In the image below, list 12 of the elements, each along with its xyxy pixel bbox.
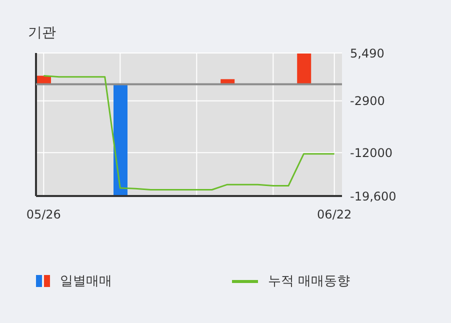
legend-label: 누적 매매동향 [268,273,350,290]
y-tick-label: -19,600 [350,189,396,204]
bar [297,54,312,84]
bar [114,84,128,196]
line-series [42,74,336,190]
y-tick-label: -12000 [350,146,393,160]
legend-label: 일별매매 [60,273,112,290]
y-tick-label: 5,490 [350,46,384,60]
y-tick-label: -2900 [350,94,385,108]
chart-title: 기관 [28,24,56,42]
x-tick-label: 06/22 [317,208,352,222]
x-tick-label: 05/26 [26,208,61,222]
